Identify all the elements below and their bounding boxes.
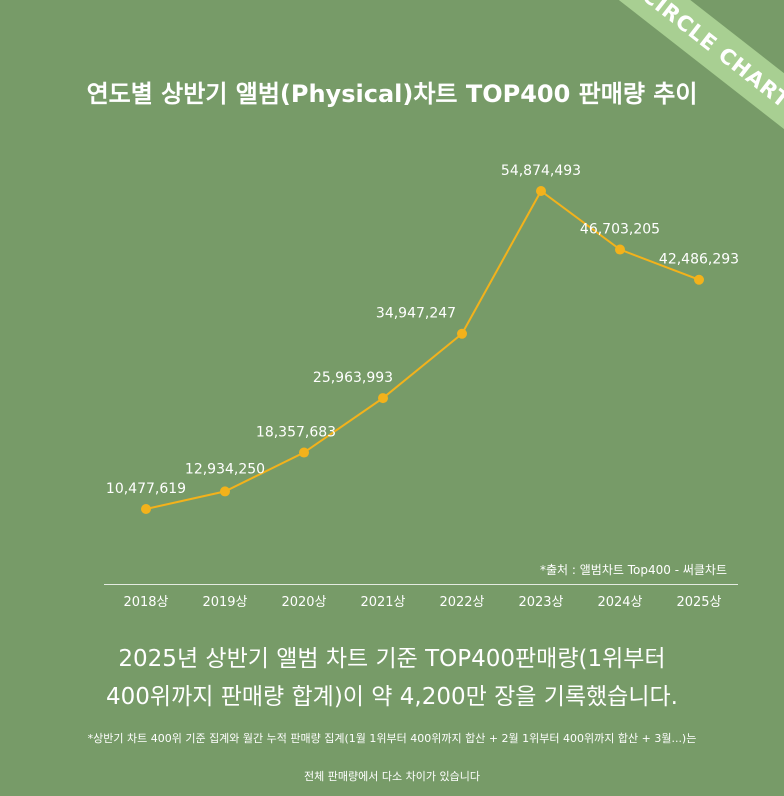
data-point xyxy=(299,447,309,458)
footnote-line-2: 전체 판매량에서 다소 차이가 있습니다 xyxy=(304,770,480,783)
x-tick-label: 2023상 xyxy=(518,595,563,610)
data-label: 25,963,993 xyxy=(313,370,393,386)
line-chart: 10,477,619 2018상 12,934,250 2019상 18,357,683… xyxy=(106,163,739,610)
summary-line-1: 2025년 상반기 앨범 차트 기준 TOP400판매량(1위부터 xyxy=(118,646,666,672)
data-label: 12,934,250 xyxy=(185,461,265,477)
x-tick-label: 2021상 xyxy=(360,595,405,610)
source-note: *출처 : 앨범차트 Top400 - 써클차트 xyxy=(540,563,728,577)
data-point xyxy=(457,328,467,339)
data-label: 34,947,247 xyxy=(376,306,456,322)
x-tick-label: 2020상 xyxy=(281,595,326,610)
data-point xyxy=(536,186,546,196)
footnote: *상반기 차트 400위 기준 집계와 월간 누적 판매량 집계(1월 1위부터… xyxy=(0,720,784,796)
x-tick-label: 2022상 xyxy=(439,595,484,610)
summary-text: 2025년 상반기 앨범 차트 기준 TOP400판매량(1위부터 400위까지… xyxy=(0,640,784,716)
x-tick-label: 2019상 xyxy=(202,595,247,610)
data-point xyxy=(141,504,151,514)
data-label: 10,477,619 xyxy=(106,481,186,497)
x-tick-label: 2018상 xyxy=(123,595,168,610)
footnote-line-1: *상반기 차트 400위 기준 집계와 월간 누적 판매량 집계(1월 1위부터… xyxy=(87,732,697,745)
data-label: 46,703,205 xyxy=(580,222,660,238)
data-label: 54,874,493 xyxy=(501,163,581,179)
data-point xyxy=(615,244,625,255)
data-label: 18,357,683 xyxy=(256,425,336,441)
x-tick-label: 2024상 xyxy=(597,595,642,610)
data-label: 42,486,293 xyxy=(659,252,739,268)
data-point xyxy=(220,486,230,497)
summary-line-2: 400위까지 판매량 합계)이 약 4,200만 장을 기록했습니다. xyxy=(106,684,678,710)
data-point xyxy=(378,393,388,404)
x-tick-label: 2025상 xyxy=(676,595,721,610)
data-point xyxy=(694,274,704,285)
chart-title: 연도별 상반기 앨범(Physical)차트 TOP400 판매량 추이 xyxy=(86,80,698,108)
x-axis-line xyxy=(104,584,738,585)
series-line xyxy=(145,189,700,510)
